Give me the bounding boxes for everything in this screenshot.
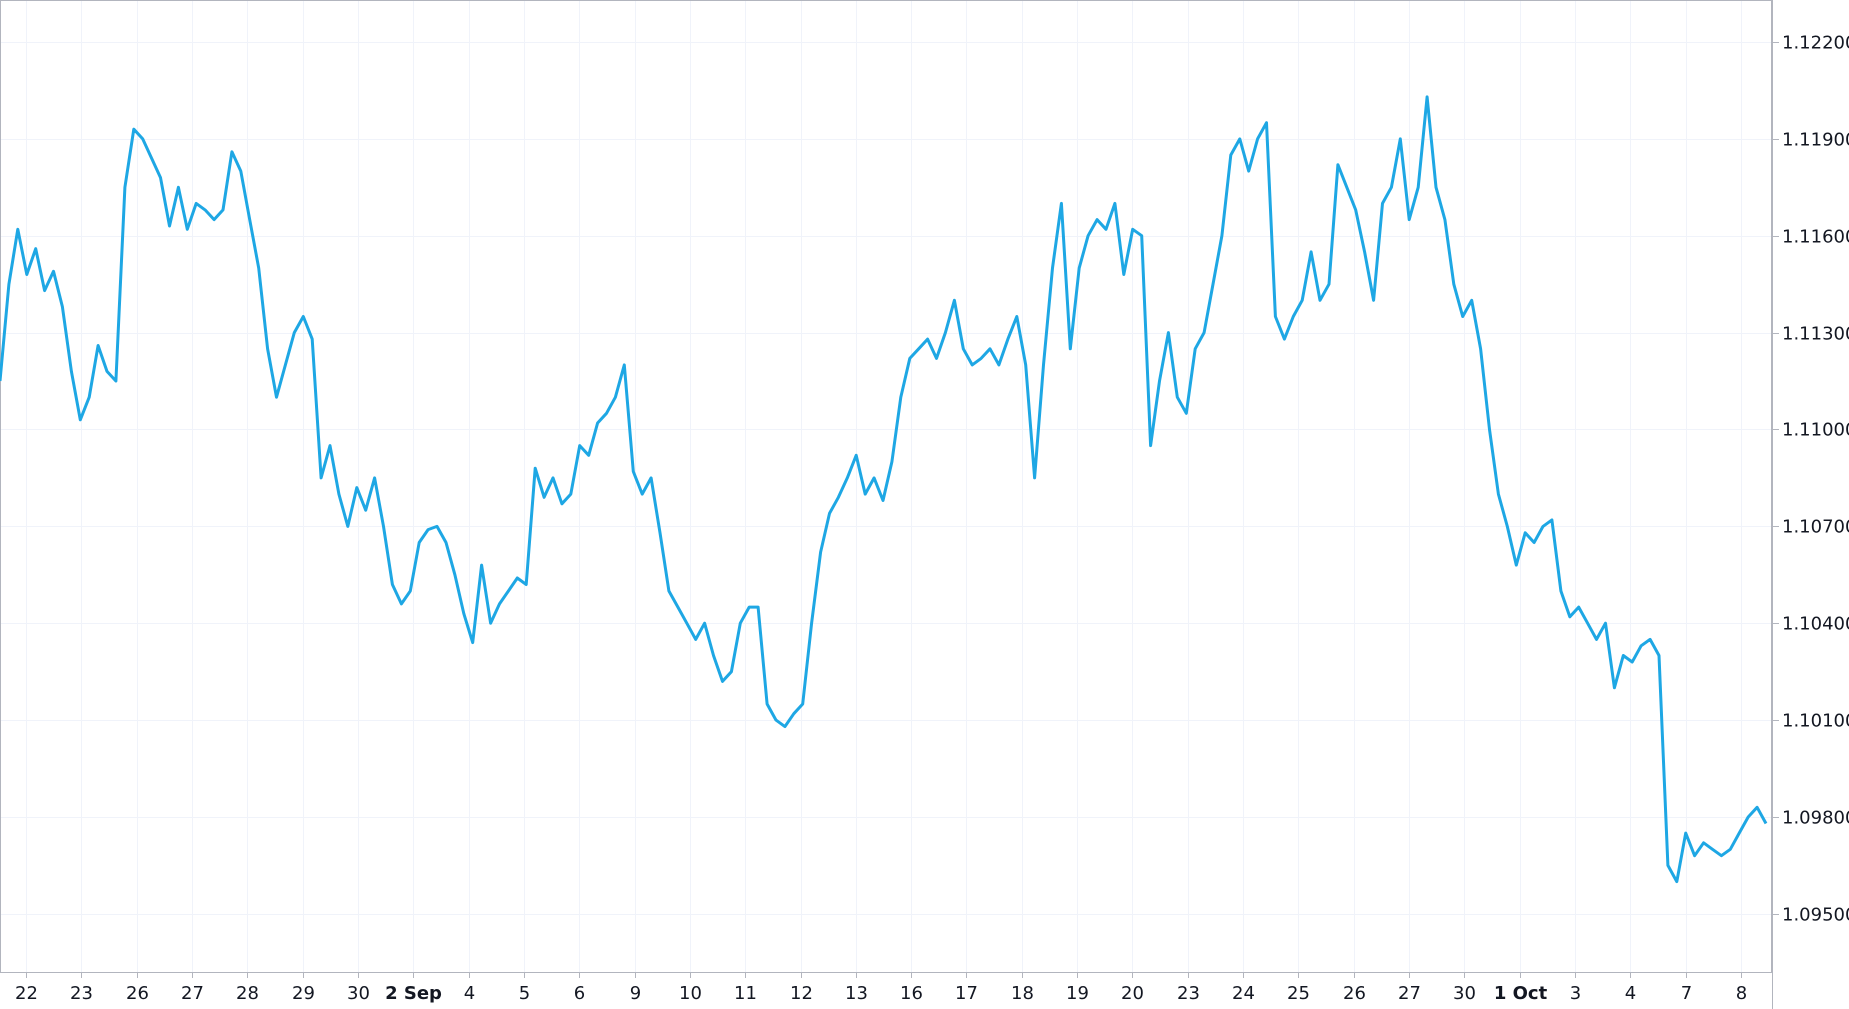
x-tick-label: 27 bbox=[181, 983, 204, 1004]
x-tick-label: 13 bbox=[845, 983, 868, 1004]
x-tick-label: 22 bbox=[15, 983, 38, 1004]
x-tick-label: 6 bbox=[574, 983, 585, 1004]
x-tick-label: 5 bbox=[519, 983, 530, 1004]
x-tick-label: 26 bbox=[126, 983, 149, 1004]
x-tick-label: 27 bbox=[1398, 983, 1421, 1004]
x-tick-label: 17 bbox=[955, 983, 978, 1004]
price-series-line bbox=[0, 95, 1768, 884]
x-tick-label: 11 bbox=[734, 983, 757, 1004]
x-tick-label: 24 bbox=[1232, 983, 1255, 1004]
x-tick-label: 4 bbox=[1625, 983, 1636, 1004]
y-tick-label: 1.11300 bbox=[1782, 324, 1849, 345]
x-tick-label: 23 bbox=[1177, 983, 1200, 1004]
x-tick-label: 8 bbox=[1736, 983, 1747, 1004]
x-tick-label: 10 bbox=[679, 983, 702, 1004]
x-tick-label: 7 bbox=[1681, 983, 1692, 1004]
x-tick-label: 30 bbox=[1453, 983, 1476, 1004]
x-tick-label: 9 bbox=[630, 983, 641, 1004]
y-tick-label: 1.09500 bbox=[1782, 905, 1849, 926]
x-tick-label: 19 bbox=[1066, 983, 1089, 1004]
x-tick-label: 29 bbox=[292, 983, 315, 1004]
y-axis: 1.12200 1.11900 1.11600 1.11300 1.11000 1.107… bbox=[1772, 33, 1849, 926]
x-tick-label: 30 bbox=[347, 983, 370, 1004]
x-tick-label: 28 bbox=[236, 983, 259, 1004]
y-tick-label: 1.11000 bbox=[1782, 420, 1849, 441]
x-tick-label: 16 bbox=[900, 983, 923, 1004]
x-tick-label: 3 bbox=[1570, 983, 1581, 1004]
x-tick-label: 25 bbox=[1287, 983, 1310, 1004]
x-tick-label: 26 bbox=[1343, 983, 1366, 1004]
x-tick-label: 1 Oct bbox=[1494, 983, 1548, 1004]
x-tick-label: 20 bbox=[1121, 983, 1144, 1004]
y-tick-label: 1.10400 bbox=[1782, 614, 1849, 635]
y-tick-label: 1.11600 bbox=[1782, 227, 1849, 248]
x-tick-label: 23 bbox=[70, 983, 93, 1004]
x-axis: 22 23 26 27 28 29 30 2 Sep 4 5 6 9 10 11 12 13 16 17 18 19 2… bbox=[15, 972, 1747, 1004]
x-tick-label: 2 Sep bbox=[385, 983, 442, 1004]
x-tick-label: 12 bbox=[790, 983, 813, 1004]
y-tick-label: 1.10100 bbox=[1782, 711, 1849, 732]
y-tick-label: 1.10700 bbox=[1782, 517, 1849, 538]
y-tick-label: 1.09800 bbox=[1782, 808, 1849, 829]
grid-lines bbox=[0, 0, 1772, 972]
y-tick-label: 1.11900 bbox=[1782, 130, 1849, 151]
x-tick-label: 18 bbox=[1011, 983, 1034, 1004]
x-tick-label: 4 bbox=[464, 983, 475, 1004]
y-tick-label: 1.12200 bbox=[1782, 33, 1849, 54]
